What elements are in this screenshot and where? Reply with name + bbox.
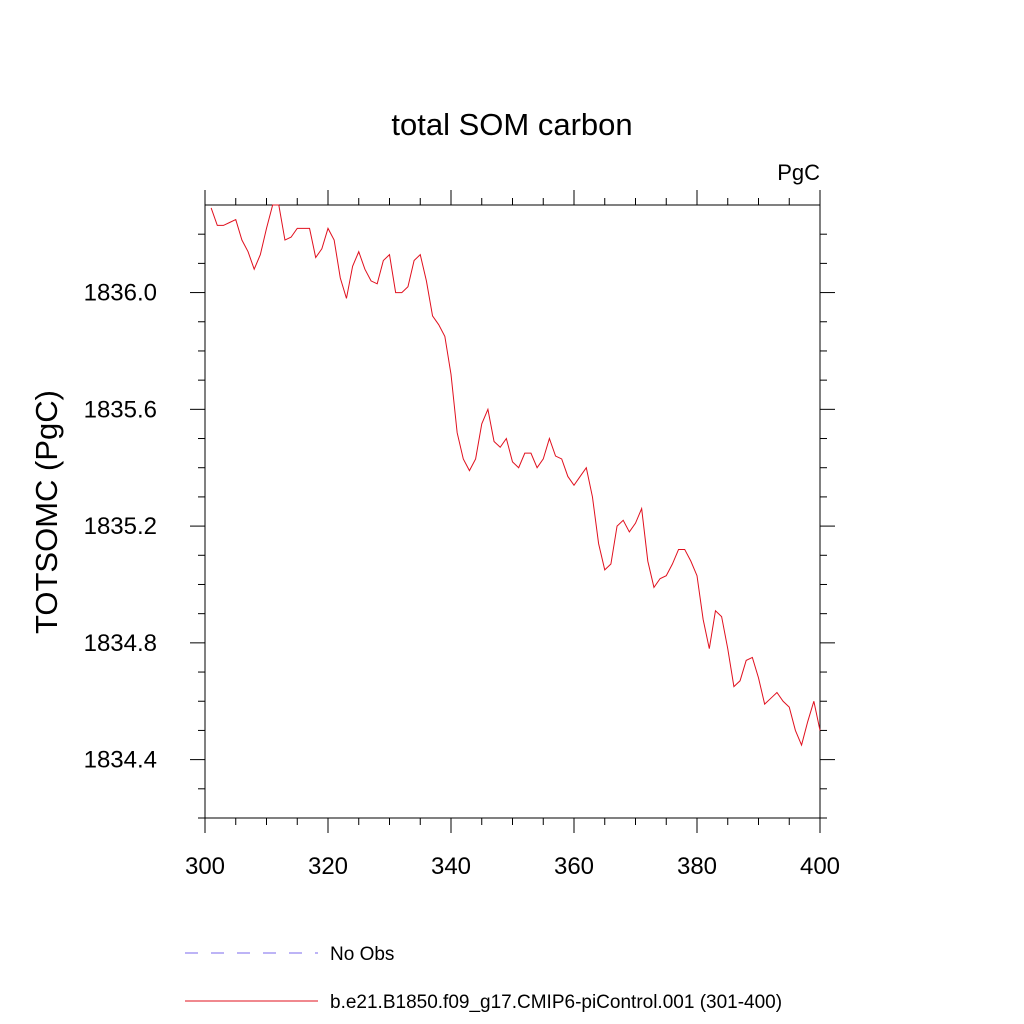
y-axis-label: TOTSOMC (PgC) <box>29 390 64 634</box>
y-tick-label: 1835.6 <box>84 396 157 423</box>
y-tick-label: 1836.0 <box>84 280 157 307</box>
y-axis: 1834.4 1834.8 1835.2 1835.6 1836.0 <box>84 233 835 819</box>
x-axis: 300 320 340 360 380 400 <box>185 190 840 880</box>
legend-label-no-obs: No Obs <box>330 944 394 965</box>
series-layer <box>210 204 821 747</box>
x-tick-label: 340 <box>431 853 471 880</box>
y-tick-label: 1834.4 <box>84 747 157 774</box>
legend-label-model: b.e21.B1850.f09_g17.CMIP6-piControl.001 … <box>330 992 782 1013</box>
plot-frame <box>204 204 821 819</box>
x-tick-label: 320 <box>308 853 348 880</box>
x-tick-label: 360 <box>554 853 594 880</box>
series-line <box>210 204 821 747</box>
y-tick-label: 1835.2 <box>84 513 157 540</box>
x-tick-label: 300 <box>185 853 225 880</box>
chart-title: total SOM carbon <box>391 107 632 142</box>
y-tick-label: 1834.8 <box>84 630 157 657</box>
x-tick-label: 380 <box>677 853 717 880</box>
x-tick-label: 400 <box>800 853 840 880</box>
units-label: PgC <box>777 160 820 185</box>
legend: No Obs b.e21.B1850.f09_g17.CMIP6-piContr… <box>185 944 782 1013</box>
